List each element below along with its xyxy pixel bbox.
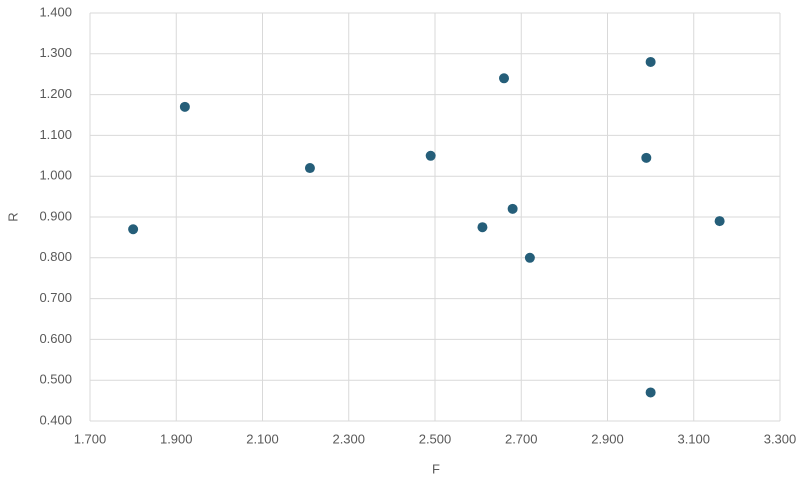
x-tick-label: 2.100 — [246, 431, 279, 446]
x-tick-label: 2.300 — [332, 431, 365, 446]
x-tick-label: 2.900 — [591, 431, 624, 446]
point — [128, 224, 139, 235]
point — [714, 216, 725, 227]
y-tick-label: 1.300 — [39, 45, 72, 60]
point — [425, 150, 436, 161]
point — [524, 252, 535, 263]
y-tick-label: 0.800 — [39, 249, 72, 264]
y-tick-label: 0.600 — [39, 331, 72, 346]
x-tick-label: 2.700 — [505, 431, 538, 446]
x-tick-label: 3.300 — [764, 431, 797, 446]
y-tick-label: 0.400 — [39, 412, 72, 427]
y-tick-label: 1.100 — [39, 127, 72, 142]
y-tick-label: 1.200 — [39, 86, 72, 101]
point — [477, 222, 488, 233]
y-tick-label: 0.700 — [39, 290, 72, 305]
point — [179, 101, 190, 112]
point — [645, 387, 656, 398]
x-axis-label: F — [432, 461, 440, 476]
y-tick-label: 0.500 — [39, 372, 72, 387]
point — [507, 203, 518, 214]
point — [641, 152, 652, 163]
y-tick-label: 0.900 — [39, 208, 72, 223]
y-axis-label: R — [5, 212, 20, 221]
point — [304, 163, 315, 174]
x-tick-label: 2.500 — [419, 431, 452, 446]
x-tick-label: 1.700 — [74, 431, 107, 446]
point — [499, 73, 509, 84]
x-tick-label: 1.900 — [160, 431, 193, 446]
y-tick-label: 1.000 — [39, 168, 72, 183]
x-tick-label: 3.100 — [677, 431, 710, 446]
y-tick-label: 1.400 — [39, 4, 72, 19]
point — [645, 56, 656, 67]
